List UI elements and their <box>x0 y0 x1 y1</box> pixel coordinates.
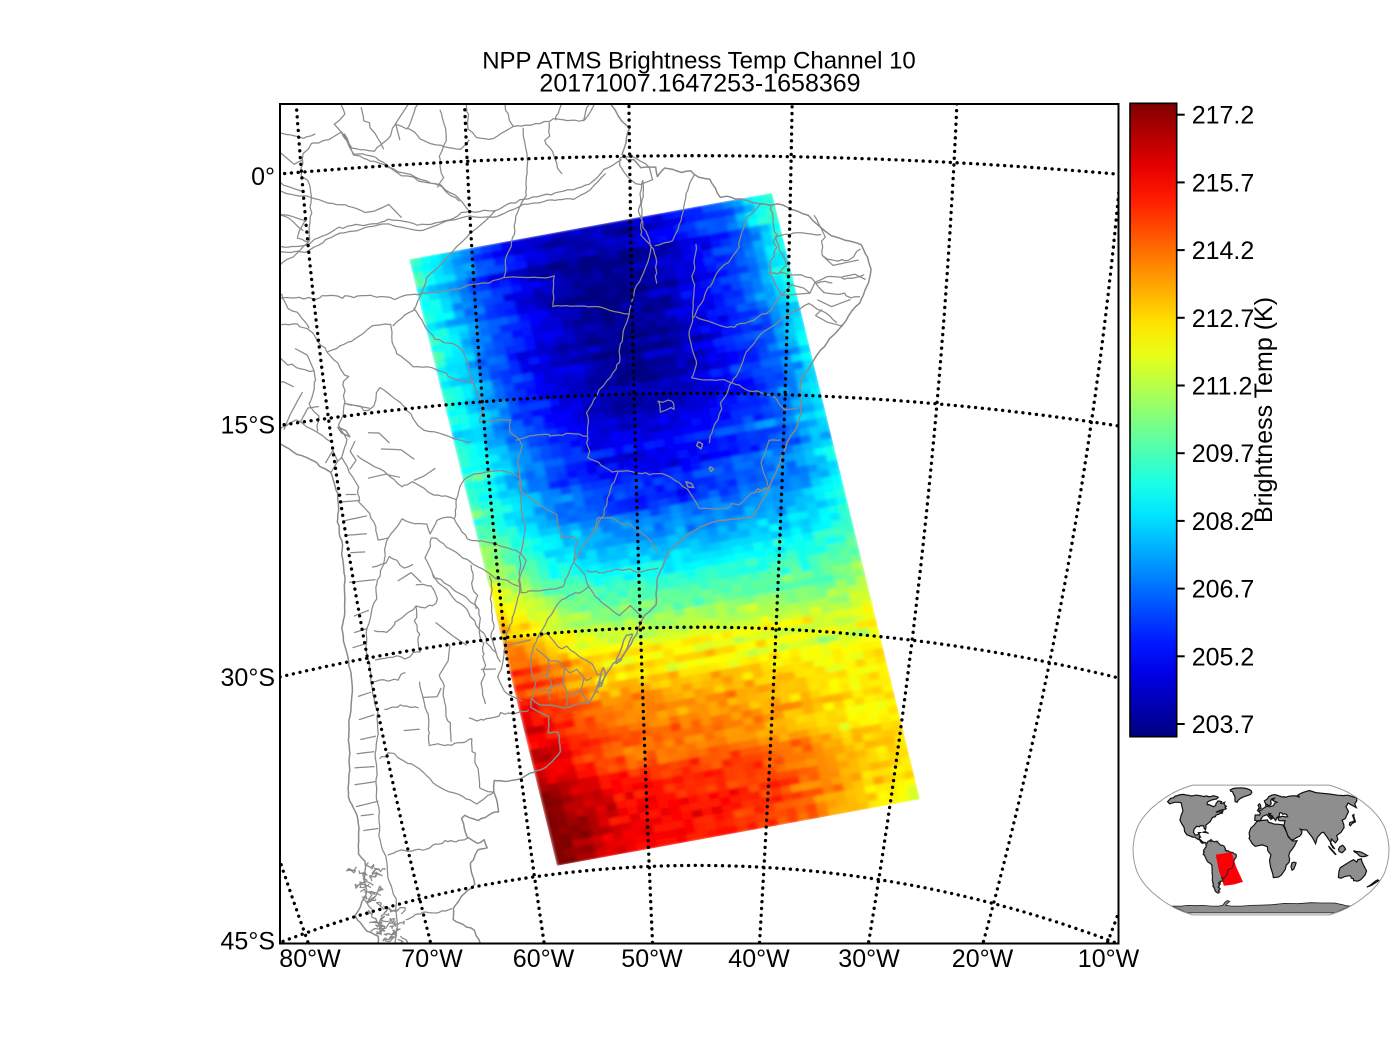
svg-text:80°W: 80°W <box>279 945 341 973</box>
svg-text:20171007.1647253-1658369: 20171007.1647253-1658369 <box>539 70 860 98</box>
svg-text:Brightness Temp (K): Brightness Temp (K) <box>1250 297 1278 523</box>
svg-text:205.2: 205.2 <box>1192 643 1255 671</box>
svg-text:15°S: 15°S <box>221 411 275 439</box>
svg-text:40°W: 40°W <box>728 945 790 973</box>
svg-text:0°: 0° <box>251 163 275 191</box>
svg-text:206.7: 206.7 <box>1192 576 1255 604</box>
svg-text:30°W: 30°W <box>838 945 900 973</box>
svg-text:214.2: 214.2 <box>1192 237 1255 265</box>
svg-text:209.7: 209.7 <box>1192 440 1255 468</box>
svg-text:45°S: 45°S <box>221 927 275 955</box>
svg-text:203.7: 203.7 <box>1192 711 1255 739</box>
svg-text:20°W: 20°W <box>952 945 1014 973</box>
svg-text:70°W: 70°W <box>401 945 463 973</box>
svg-text:215.7: 215.7 <box>1192 169 1255 197</box>
svg-text:208.2: 208.2 <box>1192 508 1255 536</box>
svg-text:10°W: 10°W <box>1078 945 1140 973</box>
svg-text:30°S: 30°S <box>221 664 275 692</box>
svg-text:212.7: 212.7 <box>1192 305 1255 333</box>
svg-text:211.2: 211.2 <box>1192 373 1253 401</box>
svg-text:50°W: 50°W <box>621 945 683 973</box>
svg-text:60°W: 60°W <box>513 945 575 973</box>
svg-text:217.2: 217.2 <box>1192 102 1255 130</box>
